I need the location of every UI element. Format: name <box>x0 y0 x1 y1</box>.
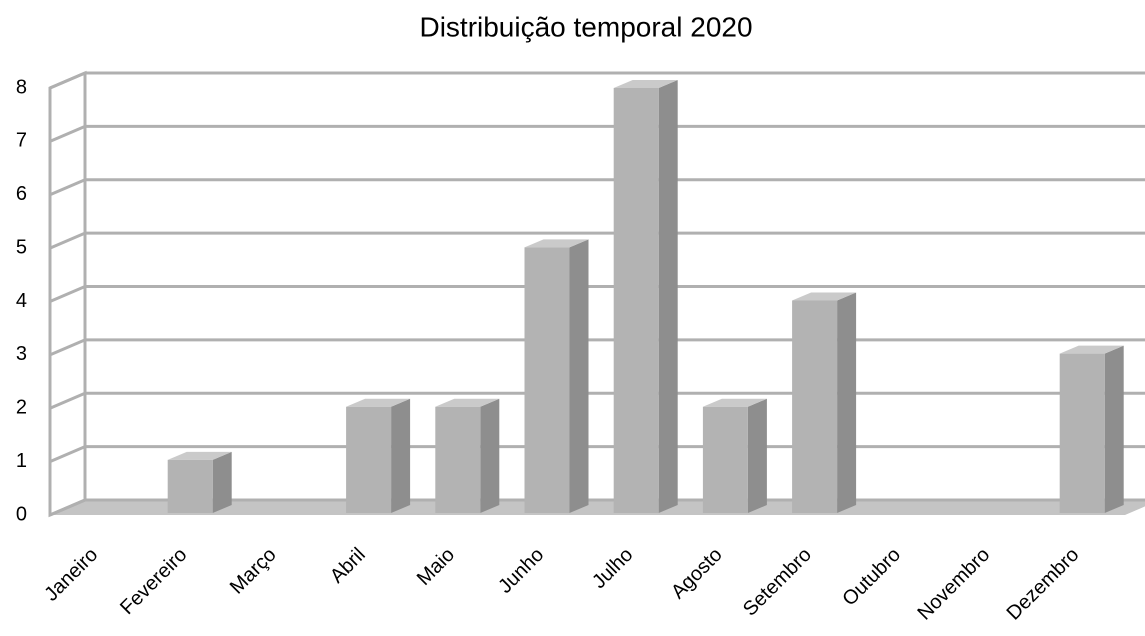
chart-title: Distribuição temporal 2020 <box>419 11 752 42</box>
grid-line <box>49 285 1145 303</box>
x-tick-label: Fevereiro <box>116 544 191 619</box>
bar-side <box>658 80 678 513</box>
grid-line <box>49 391 1145 410</box>
grid-line <box>49 178 1145 197</box>
bar-side <box>569 239 589 513</box>
x-tick-label: Agosto <box>667 544 727 604</box>
bar-side <box>212 451 232 513</box>
bar-top <box>167 451 232 460</box>
bar <box>792 292 857 513</box>
bar-front <box>167 459 213 513</box>
grid-line <box>49 338 1145 357</box>
x-tick-label: Maio <box>413 544 459 590</box>
y-tick-label: 5 <box>16 236 27 258</box>
bar-top <box>1059 345 1124 354</box>
bar-side <box>1104 345 1124 513</box>
y-tick-label: 8 <box>16 76 27 98</box>
bar-top <box>346 398 411 407</box>
grid-line <box>49 124 1145 143</box>
bar-side <box>391 398 411 513</box>
y-tick-label: 2 <box>16 397 27 419</box>
x-tick-label: Dezembro <box>1003 544 1084 625</box>
bar-front <box>524 247 570 513</box>
bar-side <box>480 398 500 513</box>
x-tick-label: Setembro <box>739 544 816 621</box>
bar-top <box>702 398 767 407</box>
bar <box>435 398 500 513</box>
y-tick-label: 3 <box>16 343 27 365</box>
x-tick-label: Outubro <box>838 544 905 611</box>
y-tick-label: 0 <box>16 503 27 525</box>
bar-top <box>792 292 857 301</box>
bar-top <box>435 398 500 407</box>
grid-line <box>49 71 1145 90</box>
x-tick-label: Julho <box>588 544 637 593</box>
x-tick-label: Novembro <box>913 544 994 625</box>
bar-front <box>613 88 659 513</box>
y-tick-label: 1 <box>16 450 27 472</box>
bar <box>1059 345 1124 513</box>
bar-front <box>346 406 392 513</box>
bar-side <box>837 292 857 513</box>
x-tick-label: Janeiro <box>40 544 102 606</box>
bar <box>346 398 411 513</box>
grid-line <box>49 231 1145 250</box>
x-tick-label: Abril <box>326 544 370 588</box>
bar <box>613 80 678 513</box>
bar-top <box>524 239 589 248</box>
bar <box>524 239 589 513</box>
bar-top <box>613 80 678 88</box>
bar-front <box>702 406 748 513</box>
bar-side <box>747 398 767 513</box>
floor <box>50 500 1145 515</box>
bar <box>702 398 767 513</box>
y-tick-label: 4 <box>16 290 27 312</box>
bar-front <box>435 406 481 513</box>
bar-front <box>792 300 838 513</box>
bar-front <box>1059 353 1105 513</box>
bar <box>167 451 232 513</box>
y-tick-label: 7 <box>16 130 27 152</box>
y-tick-label: 6 <box>16 183 27 205</box>
x-tick-label: Junho <box>494 544 548 598</box>
x-tick-label: Março <box>226 544 281 599</box>
